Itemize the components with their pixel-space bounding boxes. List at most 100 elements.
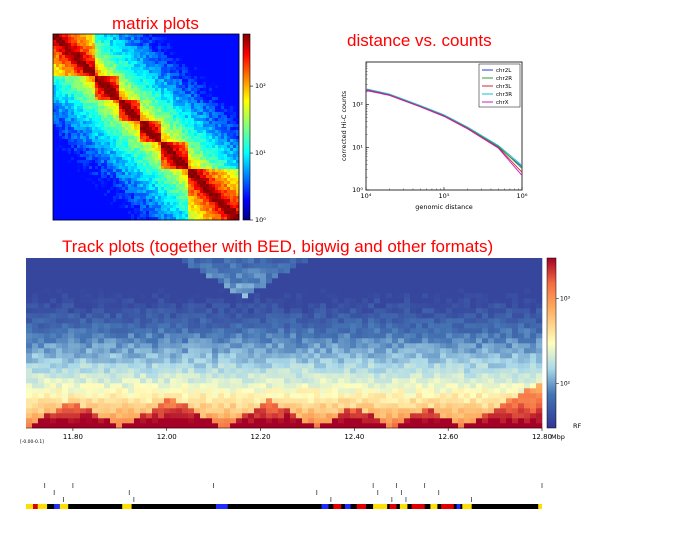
track-cell — [206, 378, 213, 384]
matrix-cell — [149, 208, 153, 212]
track-cell — [344, 418, 351, 424]
matrix-cell — [221, 133, 225, 137]
matrix-cell — [170, 82, 174, 86]
matrix-cell — [188, 52, 192, 56]
matrix-cell — [164, 67, 168, 71]
track-cell — [80, 383, 87, 389]
matrix-cell — [89, 61, 93, 65]
matrix-cell — [155, 73, 159, 77]
matrix-cell — [77, 190, 81, 194]
matrix-cell — [119, 169, 123, 173]
matrix-cell — [110, 61, 114, 65]
matrix-cell — [122, 193, 126, 197]
track-cell — [416, 413, 423, 419]
matrix-cell — [119, 196, 123, 200]
matrix-cell — [206, 64, 210, 68]
matrix-cell — [131, 199, 135, 203]
matrix-cell — [89, 139, 93, 143]
track-cell — [518, 398, 525, 404]
matrix-cell — [152, 70, 156, 74]
matrix-cell — [146, 34, 150, 38]
matrix-cell — [71, 190, 75, 194]
matrix-cell — [134, 91, 138, 95]
matrix-cell — [194, 103, 198, 107]
matrix-cell — [101, 40, 105, 44]
matrix-cell — [167, 37, 171, 41]
matrix-cell — [107, 178, 111, 182]
matrix-cell — [122, 97, 126, 101]
matrix-cell — [113, 172, 117, 176]
matrix-cell — [68, 67, 72, 71]
matrix-cell — [128, 151, 132, 155]
track-cell — [356, 398, 363, 404]
track-cell — [26, 388, 33, 394]
track-cell — [488, 398, 495, 404]
matrix-cell — [122, 70, 126, 74]
matrix-cell — [56, 115, 60, 119]
track-cell — [392, 403, 399, 409]
matrix-cell — [152, 190, 156, 194]
matrix-cell — [200, 103, 204, 107]
track-cell — [98, 398, 105, 404]
track-cell — [428, 423, 435, 429]
track-cell — [482, 388, 489, 394]
matrix-cell — [101, 211, 105, 215]
track-cell — [428, 403, 435, 409]
matrix-cell — [131, 124, 135, 128]
track-cell — [470, 413, 477, 419]
matrix-cell — [116, 181, 120, 185]
matrix-cell — [104, 100, 108, 104]
matrix-cell — [80, 130, 84, 134]
track-cell — [26, 383, 33, 389]
matrix-cell — [83, 85, 87, 89]
matrix-cell — [134, 121, 138, 125]
matrix-cell — [167, 103, 171, 107]
track-cell — [314, 388, 321, 394]
matrix-cell — [86, 85, 90, 89]
track-cell — [212, 373, 219, 379]
matrix-cell — [224, 121, 228, 125]
matrix-cell — [215, 103, 219, 107]
matrix-cell — [110, 121, 114, 125]
matrix-cell — [191, 43, 195, 47]
track-cell — [320, 373, 327, 379]
matrix-cell — [104, 43, 108, 47]
matrix-cell — [224, 169, 228, 173]
matrix-cell — [149, 49, 153, 53]
matrix-cell — [59, 151, 63, 155]
matrix-cell — [179, 61, 183, 65]
matrix-cell — [65, 34, 69, 38]
matrix-cell — [179, 214, 183, 218]
track-cell — [188, 368, 195, 374]
matrix-cell — [92, 139, 96, 143]
matrix-cell — [230, 73, 234, 77]
matrix-cell — [137, 121, 141, 125]
matrix-cell — [74, 55, 78, 59]
matrix-cell — [65, 91, 69, 95]
matrix-cell — [167, 85, 171, 89]
matrix-cell — [77, 61, 81, 65]
matrix-cell — [155, 157, 159, 161]
matrix-cell — [92, 181, 96, 185]
matrix-cell — [221, 178, 225, 182]
matrix-cell — [191, 154, 195, 158]
matrix-cell — [155, 130, 159, 134]
matrix-cell — [101, 73, 105, 77]
matrix-cell — [71, 127, 75, 131]
matrix-cell — [119, 88, 123, 92]
track-cell — [530, 368, 537, 374]
matrix-cell — [80, 34, 84, 38]
matrix-cell — [140, 97, 144, 101]
matrix-cell — [221, 70, 225, 74]
matrix-cell — [215, 214, 219, 218]
matrix-cell — [119, 214, 123, 218]
matrix-cell — [215, 157, 219, 161]
matrix-cell — [212, 211, 216, 215]
matrix-cell — [179, 40, 183, 44]
matrix-cell — [53, 142, 57, 146]
matrix-cell — [143, 214, 147, 218]
matrix-cell — [131, 79, 135, 83]
matrix-cell — [62, 115, 66, 119]
track-cell — [374, 383, 381, 389]
matrix-cell — [59, 82, 63, 86]
